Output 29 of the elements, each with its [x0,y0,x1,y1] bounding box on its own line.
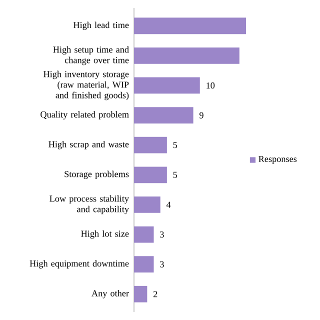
bar [134,18,246,34]
bar [134,77,200,94]
y-tick-label: Any other [92,290,129,298]
y-tick-label: High setup time and change over time [53,46,129,66]
data-label: 5 [173,142,178,148]
bar [134,47,240,64]
bar [134,226,154,243]
bar [134,136,167,154]
y-tick-label: Storage problems [64,170,129,180]
data-label: 9 [199,112,204,118]
bar [134,256,154,273]
legend-label: Responses [258,156,297,164]
y-tick-label: Low process stability and capability [50,195,129,214]
y-tick-label: High inventory storage (raw material, WIP and finished goods) [44,70,129,100]
data-label: 3 [160,261,164,268]
y-tick-label: High scrap and waste [48,140,129,150]
data-label: 10 [206,82,215,89]
y-tick-label: High lead time [73,22,129,30]
bar [134,166,167,184]
data-label: 2 [153,291,158,298]
bar [134,196,160,213]
data-label: 3 [160,231,164,238]
y-tick-label: Quality related problem [40,111,129,120]
y-tick-label: High equipment downtime [30,260,129,268]
y-tick-label: High lot size [81,230,129,239]
data-label: 5 [173,172,178,178]
data-label: 4 [166,202,171,208]
bar [134,107,194,124]
bar [134,286,148,302]
